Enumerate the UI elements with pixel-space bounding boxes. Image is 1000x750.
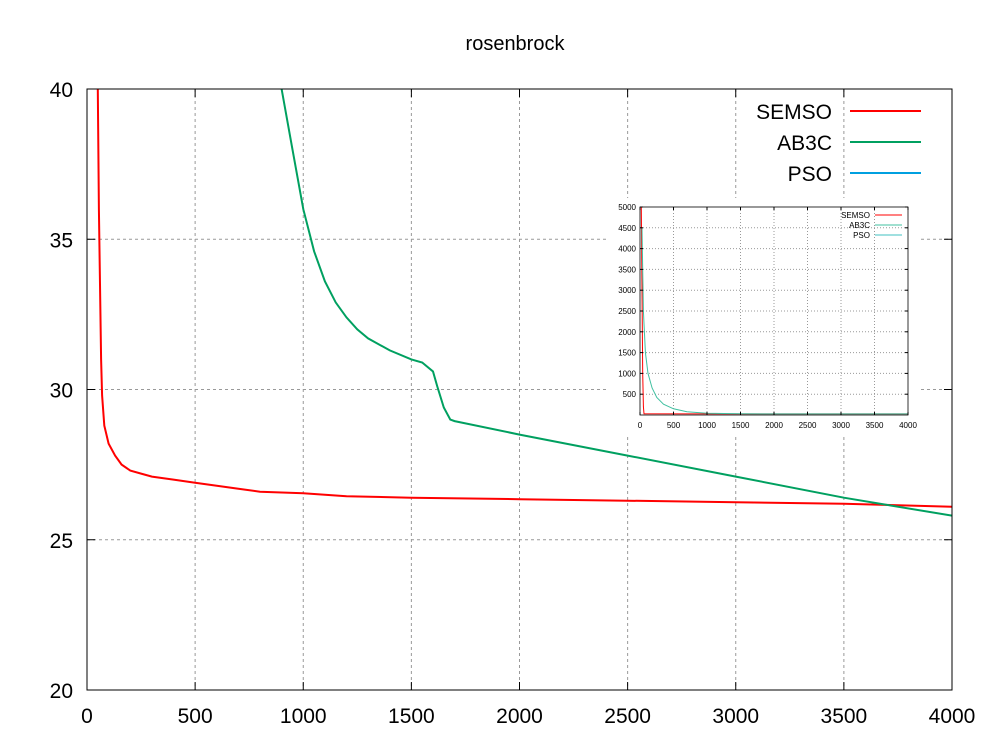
main-legend: SEMSO AB3C PSO	[756, 101, 921, 186]
y-tick-label: 3000	[618, 286, 636, 295]
x-tick-label: 500	[667, 421, 681, 430]
inset-background	[608, 198, 920, 434]
series-line-semso	[640, 207, 908, 415]
y-tick-label: 30	[50, 380, 73, 403]
x-tick-label: 1000	[280, 705, 327, 728]
x-tick-label: 3000	[712, 705, 759, 728]
x-tick-label: 3500	[866, 421, 884, 430]
y-tick-label: 1000	[618, 369, 636, 378]
x-tick-label: 4000	[899, 421, 917, 430]
legend-label-pso: PSO	[788, 163, 832, 186]
y-tick-label: 25	[50, 530, 73, 553]
legend-label-ab3c: AB3C	[777, 132, 832, 155]
series-line-semso	[96, 89, 952, 508]
y-tick-label: 40	[50, 79, 73, 102]
x-tick-label: 2500	[799, 421, 817, 430]
x-tick-label: 4000	[929, 705, 976, 728]
x-tick-label: 2000	[765, 421, 783, 430]
x-tick-label: 3000	[832, 421, 850, 430]
y-tick-label: 2500	[618, 307, 636, 316]
y-tick-label: 4500	[618, 224, 636, 233]
legend-label-ab3c: AB3C	[849, 221, 870, 230]
legend-label-semso: SEMSO	[756, 101, 832, 124]
y-tick-label: 5000	[618, 203, 636, 212]
x-tick-label: 2000	[496, 705, 543, 728]
main-axis-ticks: 0 500 1000 1500 2000 2500 3000 3500 4000 20 25 30 35…	[50, 79, 976, 728]
y-tick-label: 2000	[618, 328, 636, 337]
main-series-lines	[96, 89, 952, 517]
inset-series-lines	[640, 207, 908, 415]
y-tick-label: 3500	[618, 265, 636, 274]
x-tick-label: 2500	[604, 705, 651, 728]
x-tick-label: 3500	[821, 705, 868, 728]
x-tick-label: 500	[178, 705, 213, 728]
chart-title: rosenbrock	[466, 33, 566, 55]
y-tick-label: 500	[623, 390, 637, 399]
series-line-ab3c	[280, 89, 952, 517]
x-tick-label: 1500	[732, 421, 750, 430]
legend-label-semso: SEMSO	[841, 211, 870, 220]
inset-chart: 0 500 1000 1500 2000 2500 3000 3500 4000 500 1000 1…	[608, 198, 920, 434]
y-tick-label: 4000	[618, 245, 636, 254]
series-line-ab3c	[641, 227, 908, 415]
y-tick-label: 20	[50, 680, 73, 703]
x-tick-label: 0	[81, 705, 93, 728]
x-tick-label: 0	[638, 421, 643, 430]
x-tick-label: 1000	[698, 421, 716, 430]
y-tick-label: 1500	[618, 349, 636, 358]
y-tick-label: 35	[50, 229, 73, 252]
x-tick-label: 1500	[388, 705, 435, 728]
legend-label-pso: PSO	[853, 231, 870, 240]
inset-axis-ticks: 0 500 1000 1500 2000 2500 3000 3500 4000 500 1000 1…	[618, 203, 917, 430]
